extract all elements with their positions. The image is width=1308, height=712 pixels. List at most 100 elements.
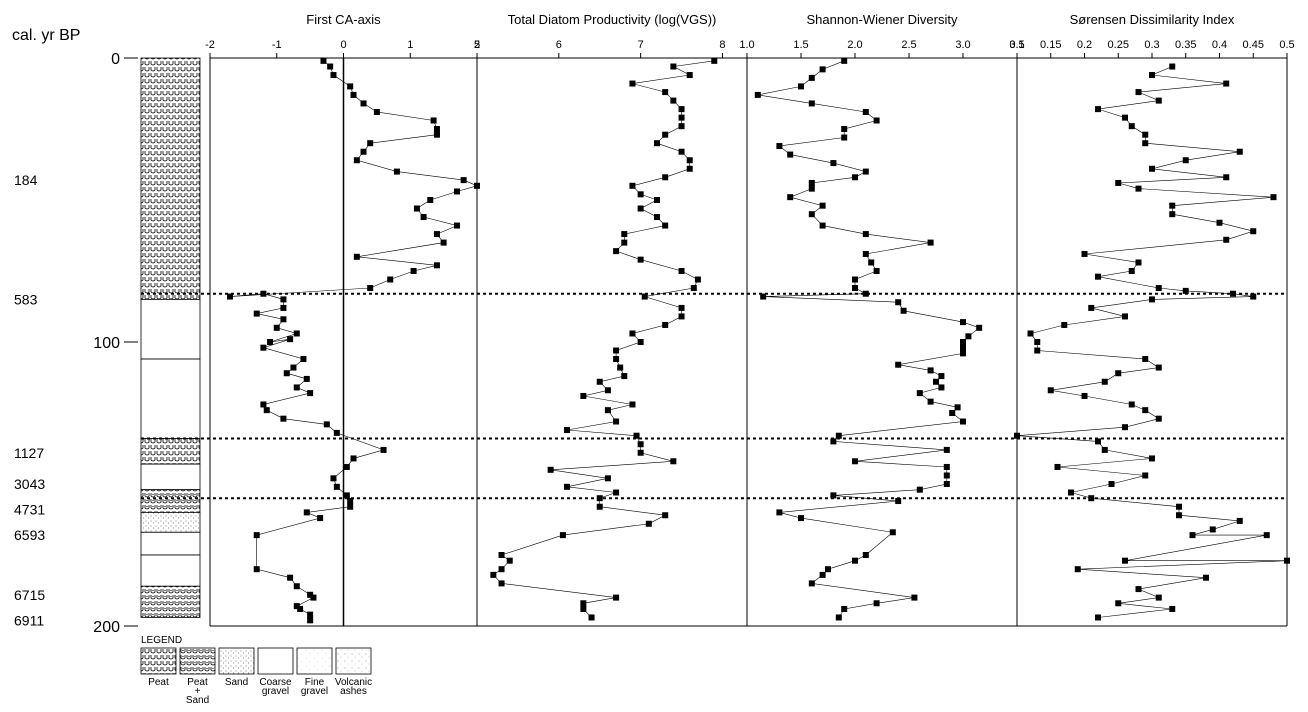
data-point: [1034, 347, 1041, 354]
data-point: [678, 114, 685, 121]
data-point: [808, 580, 815, 587]
data-point: [1128, 123, 1135, 130]
data-point: [317, 515, 324, 522]
data-point: [960, 418, 966, 425]
data-point: [293, 583, 300, 590]
data-point: [613, 418, 620, 425]
data-point: [506, 557, 513, 564]
series-line: [1016, 66, 1288, 618]
panel-title: Shannon-Wiener Diversity: [806, 12, 958, 27]
data-point: [440, 239, 447, 246]
data-point: [430, 117, 437, 124]
panel: First CA-axis -2 -1 0 1 2: [205, 12, 480, 627]
x-tick-label: 3.0: [955, 39, 970, 51]
lithology-unit: [140, 512, 201, 533]
data-point: [1169, 202, 1176, 209]
legend-label: Sand: [225, 677, 248, 688]
data-point: [1216, 219, 1223, 226]
data-point: [1115, 179, 1122, 186]
data-point: [852, 557, 858, 564]
data-point: [330, 475, 337, 482]
data-point: [427, 197, 434, 203]
data-point: [1155, 364, 1162, 371]
data-point: [645, 520, 652, 527]
x-tick-label: 2.5: [901, 39, 916, 51]
lithology-unit: [140, 554, 201, 587]
data-point: [873, 600, 880, 607]
data-point: [1155, 97, 1162, 104]
data-point: [307, 611, 314, 618]
x-tick-label: 2.0: [847, 39, 862, 51]
data-point: [293, 384, 300, 391]
data-point: [637, 449, 644, 456]
data-point: [1034, 339, 1041, 345]
x-tick-label: 1.0: [739, 39, 754, 51]
data-point: [900, 307, 907, 314]
data-point: [1182, 287, 1189, 294]
data-point: [629, 330, 636, 337]
data-point: [1108, 481, 1115, 487]
data-point: [1236, 148, 1243, 155]
data-point: [1135, 586, 1142, 593]
data-point: [420, 214, 427, 221]
x-tick-label: 8: [719, 39, 725, 51]
x-tick-label: 0.5: [1279, 39, 1294, 51]
data-point: [1236, 517, 1243, 524]
legend-label: gravel: [301, 686, 328, 697]
legend-label: Volcanic: [335, 677, 372, 688]
data-point: [949, 410, 956, 416]
data-point: [911, 594, 918, 601]
data-point: [1142, 407, 1149, 414]
data-point: [1095, 106, 1101, 113]
depth-tick-label: 100: [93, 335, 120, 352]
data-point: [808, 179, 815, 186]
data-point: [280, 415, 287, 422]
data-point: [938, 373, 945, 380]
data-point: [862, 552, 869, 558]
depth-axis: cal. yr BP 0 100 200 184 583 1127 3043 4731 6593 6…: [12, 27, 138, 636]
x-tick-label: 1: [407, 39, 413, 51]
data-point: [347, 503, 354, 510]
data-point: [711, 57, 718, 64]
data-point: [1135, 89, 1142, 96]
series-line: [492, 60, 715, 618]
series-line: [757, 60, 980, 618]
series-line: [229, 60, 478, 621]
data-point: [678, 304, 685, 311]
x-tick-label: 0.25: [1108, 39, 1129, 51]
data-point: [678, 106, 685, 113]
lithology-unit: [140, 438, 201, 465]
age-label: 4731: [14, 502, 45, 518]
data-point: [1169, 63, 1176, 70]
data-point: [547, 466, 554, 473]
data-point: [943, 446, 950, 453]
data-point: [621, 239, 628, 246]
data-point: [1047, 387, 1054, 394]
data-point: [453, 188, 460, 195]
data-point: [580, 605, 587, 612]
data-point: [1128, 401, 1135, 408]
data-point: [1142, 356, 1149, 363]
data-point: [633, 432, 640, 439]
panel-title: Sørensen Dissimilarity Index: [1070, 12, 1235, 27]
lithology-column: [140, 57, 201, 618]
data-point: [433, 262, 440, 269]
data-point: [1250, 228, 1257, 235]
data-point: [916, 390, 923, 397]
data-point: [253, 532, 260, 539]
data-point: [835, 432, 842, 439]
data-point: [613, 347, 620, 354]
data-point: [263, 407, 270, 414]
data-point: [895, 498, 902, 505]
legend-label: +: [195, 686, 201, 697]
data-point: [1223, 236, 1230, 243]
data-point: [330, 72, 337, 79]
data-point: [1250, 293, 1257, 300]
lithology-unit: [140, 298, 201, 360]
data-point: [678, 268, 685, 274]
data-point: [1223, 80, 1230, 87]
legend-label: Peat: [148, 677, 169, 688]
data-point: [300, 356, 307, 363]
data-point: [835, 614, 842, 621]
data-point: [670, 458, 677, 465]
